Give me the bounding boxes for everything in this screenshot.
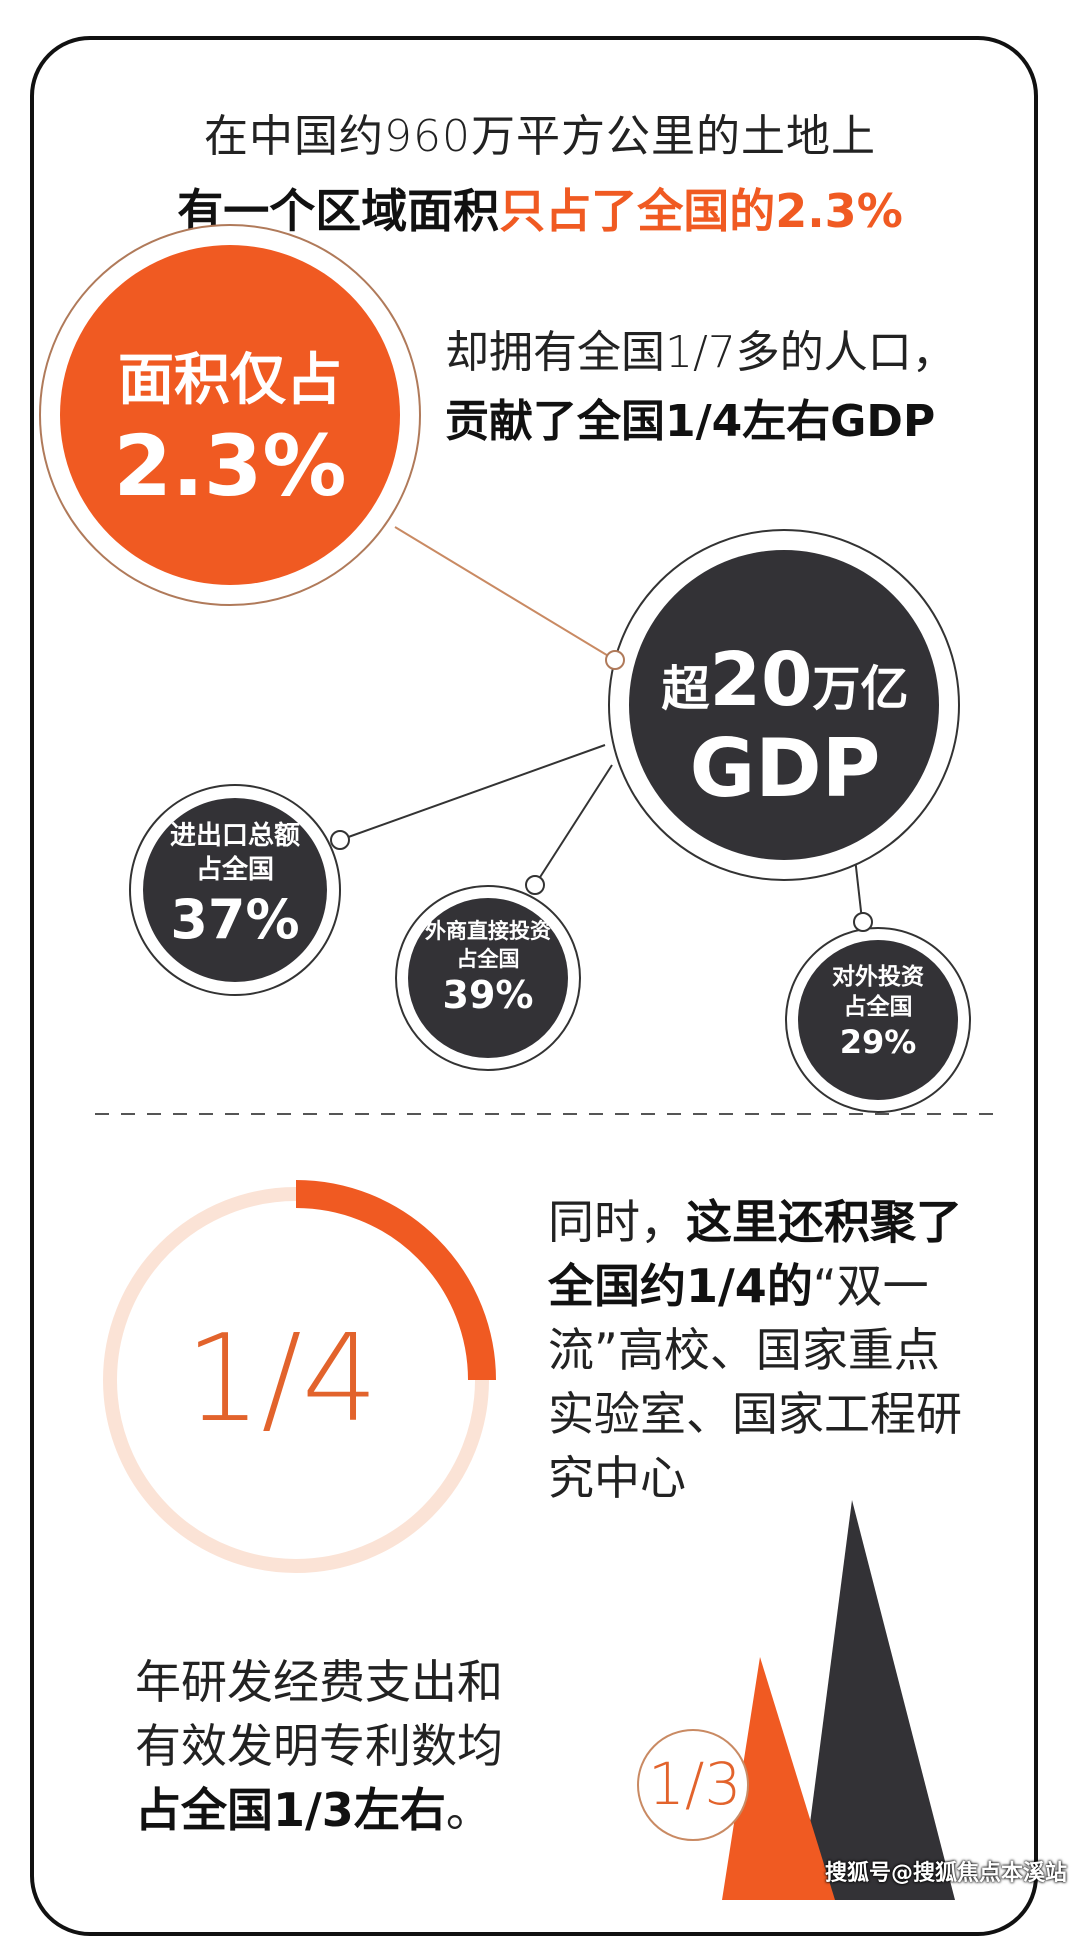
population-text: 却拥有全国1/7多的人口， <box>445 327 956 378</box>
connector-gdp-odi <box>854 857 863 921</box>
odi-circle <box>798 940 958 1100</box>
universities-text: 同时，这里还积聚了 全国约1/4的“双一 流”高校、国家重点 实验室、国家工程研… <box>548 1195 962 1505</box>
area-circle-value: 2.3% <box>113 417 347 515</box>
connector-area-gdp <box>394 526 616 661</box>
fdi-value: 39% <box>442 973 534 1017</box>
fdi-label-1: 外商直接投资 <box>425 919 551 943</box>
area-circle <box>60 245 400 585</box>
orange-triangle <box>722 1657 835 1900</box>
connector-dot <box>330 830 350 850</box>
connector-gdp-fdi <box>534 764 613 886</box>
trade-value: 37% <box>170 888 300 951</box>
connector-dot <box>853 912 873 932</box>
trade-label-2: 占全国 <box>195 855 274 885</box>
connector-dot <box>525 875 545 895</box>
progress-ring-quarter <box>295 1180 496 1381</box>
connector-dot <box>605 650 625 670</box>
gdp-circle-label: GDP <box>689 722 881 815</box>
headline-line1: 在中国约960万平方公里的土地上 <box>204 111 876 162</box>
rnd-text: 年研发经费支出和 有效发明专利数均 占全国1/3左右。 <box>135 1655 503 1837</box>
headline-highlight: 只占了全国的2.3% <box>499 184 903 238</box>
odi-value: 29% <box>839 1023 917 1061</box>
odi-label-2: 占全国 <box>843 994 913 1020</box>
odi-label-1: 对外投资 <box>832 964 924 990</box>
gdp-share-text: 贡献了全国1/4左右GDP <box>445 396 936 447</box>
connector-gdp-trade <box>339 744 606 841</box>
trade-circle <box>143 798 327 982</box>
watermark: 搜狐号@搜狐焦点本溪站 <box>825 1861 1068 1886</box>
quarter-fraction: 1/4 <box>185 1310 379 1449</box>
fdi-label-2: 占全国 <box>456 947 520 971</box>
fraction-circle <box>637 1729 749 1841</box>
fdi-circle <box>408 898 568 1058</box>
trade-label-1: 进出口总额 <box>169 821 300 851</box>
dark-triangle <box>800 1500 955 1900</box>
third-fraction: 1/3 <box>648 1750 742 1818</box>
gdp-circle <box>629 550 939 860</box>
gdp-circle-amount: 超20万亿 <box>661 637 909 723</box>
area-circle-label: 面积仅占 <box>118 348 342 413</box>
